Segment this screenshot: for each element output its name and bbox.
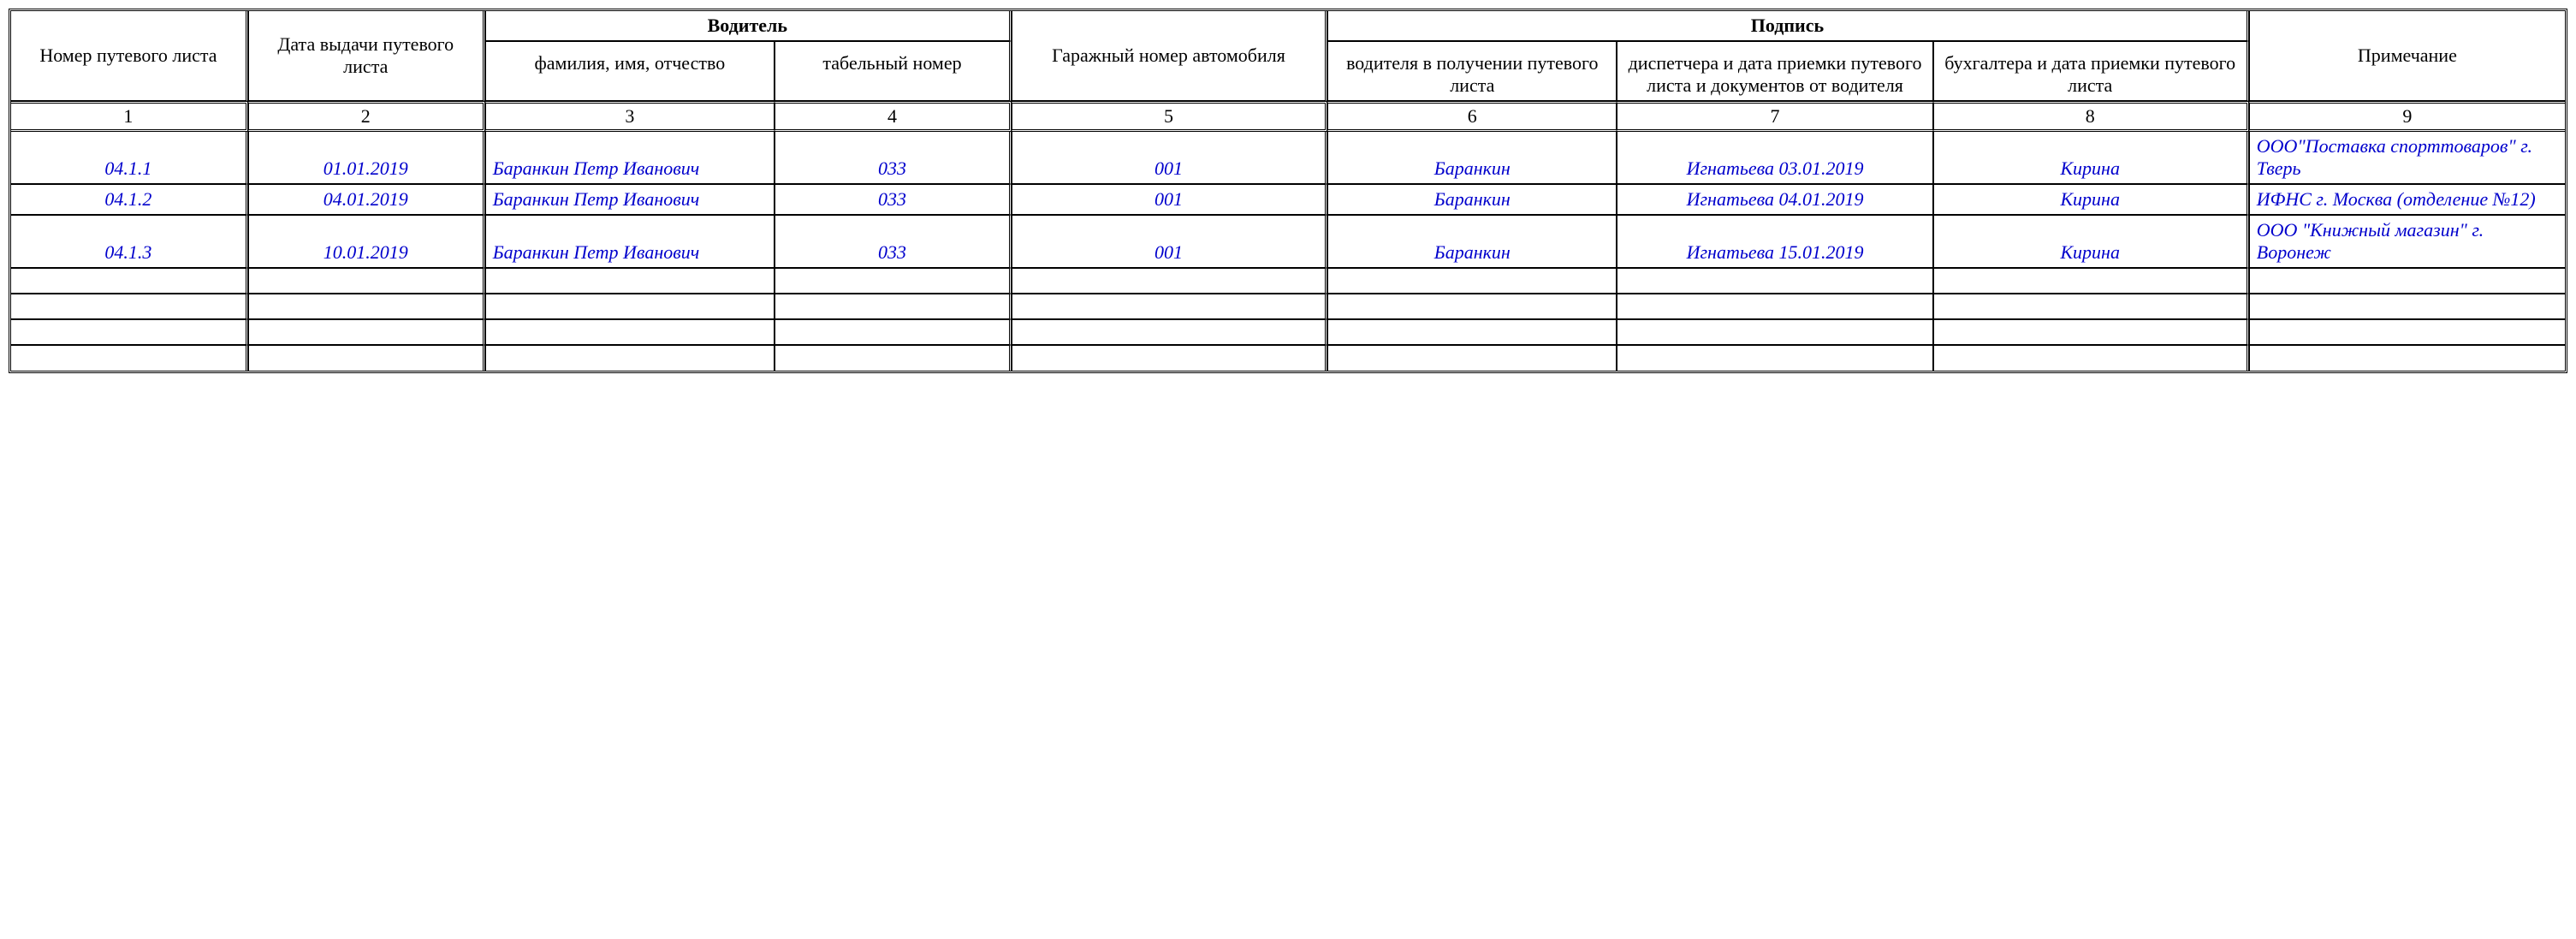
col-num-5: 5 — [1012, 101, 1327, 132]
cell-sign-acc: Кирина — [1933, 184, 2249, 215]
col-num-1: 1 — [11, 101, 248, 132]
cell-sign-driver: Баранкин — [1327, 132, 1617, 184]
journal-table: Номер путевого листа Дата выдачи путевог… — [9, 9, 2567, 373]
table-row: 04.1.3 10.01.2019 Баранкин Петр Иванович… — [11, 215, 2565, 268]
cell-fio: Баранкин Петр Иванович — [485, 132, 775, 184]
table-row: 04.1.2 04.01.2019 Баранкин Петр Иванович… — [11, 184, 2565, 215]
table-body: 04.1.1 01.01.2019 Баранкин Петр Иванович… — [11, 132, 2565, 371]
cell-num: 04.1.3 — [11, 215, 248, 268]
cell-sign-disp: Игнатьева 03.01.2019 — [1617, 132, 1932, 184]
col-header-sign-driver: водителя в получении путевого листа — [1327, 41, 1617, 101]
cell-fio: Баранкин Петр Иванович — [485, 215, 775, 268]
col-header-fio: фамилия, имя, отчество — [485, 41, 775, 101]
table-row-empty — [11, 268, 2565, 294]
cell-date: 10.01.2019 — [248, 215, 485, 268]
col-num-2: 2 — [248, 101, 485, 132]
cell-garage: 001 — [1012, 132, 1327, 184]
cell-num: 04.1.1 — [11, 132, 248, 184]
cell-sign-driver: Баранкин — [1327, 184, 1617, 215]
cell-date: 04.01.2019 — [248, 184, 485, 215]
cell-sign-disp: Игнатьева 15.01.2019 — [1617, 215, 1932, 268]
cell-note: ООО "Книжный магазин" г. Воронеж — [2249, 215, 2565, 268]
col-header-note: Примечание — [2249, 11, 2565, 101]
cell-tabnum: 033 — [775, 215, 1012, 268]
cell-note: ИФНС г. Москва (отделение №12) — [2249, 184, 2565, 215]
cell-num: 04.1.2 — [11, 184, 248, 215]
table-row-empty — [11, 294, 2565, 319]
col-header-sign-acc: бухгалтера и дата приемки путевого листа — [1933, 41, 2249, 101]
table-row: 04.1.1 01.01.2019 Баранкин Петр Иванович… — [11, 132, 2565, 184]
cell-garage: 001 — [1012, 215, 1327, 268]
table-row-empty — [11, 345, 2565, 371]
col-header-garage: Гаражный номер автомобиля — [1012, 11, 1327, 101]
col-header-number: Номер путевого листа — [11, 11, 248, 101]
cell-sign-acc: Кирина — [1933, 132, 2249, 184]
cell-sign-acc: Кирина — [1933, 215, 2249, 268]
col-num-6: 6 — [1327, 101, 1617, 132]
table-header: Номер путевого листа Дата выдачи путевог… — [11, 11, 2565, 132]
waybill-journal-table: Номер путевого листа Дата выдачи путевог… — [9, 9, 2567, 373]
col-num-7: 7 — [1617, 101, 1932, 132]
cell-tabnum: 033 — [775, 132, 1012, 184]
col-header-sign-disp: диспетчера и дата приемки путевого листа… — [1617, 41, 1932, 101]
cell-sign-driver: Баранкин — [1327, 215, 1617, 268]
cell-fio: Баранкин Петр Иванович — [485, 184, 775, 215]
col-header-tabnum: табельный номер — [775, 41, 1012, 101]
col-group-driver: Водитель — [485, 11, 1012, 41]
col-num-8: 8 — [1933, 101, 2249, 132]
col-num-3: 3 — [485, 101, 775, 132]
cell-note: ООО"Поставка спорттоваров" г. Тверь — [2249, 132, 2565, 184]
col-group-signature: Подпись — [1327, 11, 2249, 41]
cell-sign-disp: Игнатьева 04.01.2019 — [1617, 184, 1932, 215]
col-num-4: 4 — [775, 101, 1012, 132]
col-header-date: Дата выдачи путевого листа — [248, 11, 485, 101]
col-num-9: 9 — [2249, 101, 2565, 132]
cell-date: 01.01.2019 — [248, 132, 485, 184]
cell-tabnum: 033 — [775, 184, 1012, 215]
cell-garage: 001 — [1012, 184, 1327, 215]
column-number-row: 1 2 3 4 5 6 7 8 9 — [11, 101, 2565, 132]
table-row-empty — [11, 319, 2565, 345]
